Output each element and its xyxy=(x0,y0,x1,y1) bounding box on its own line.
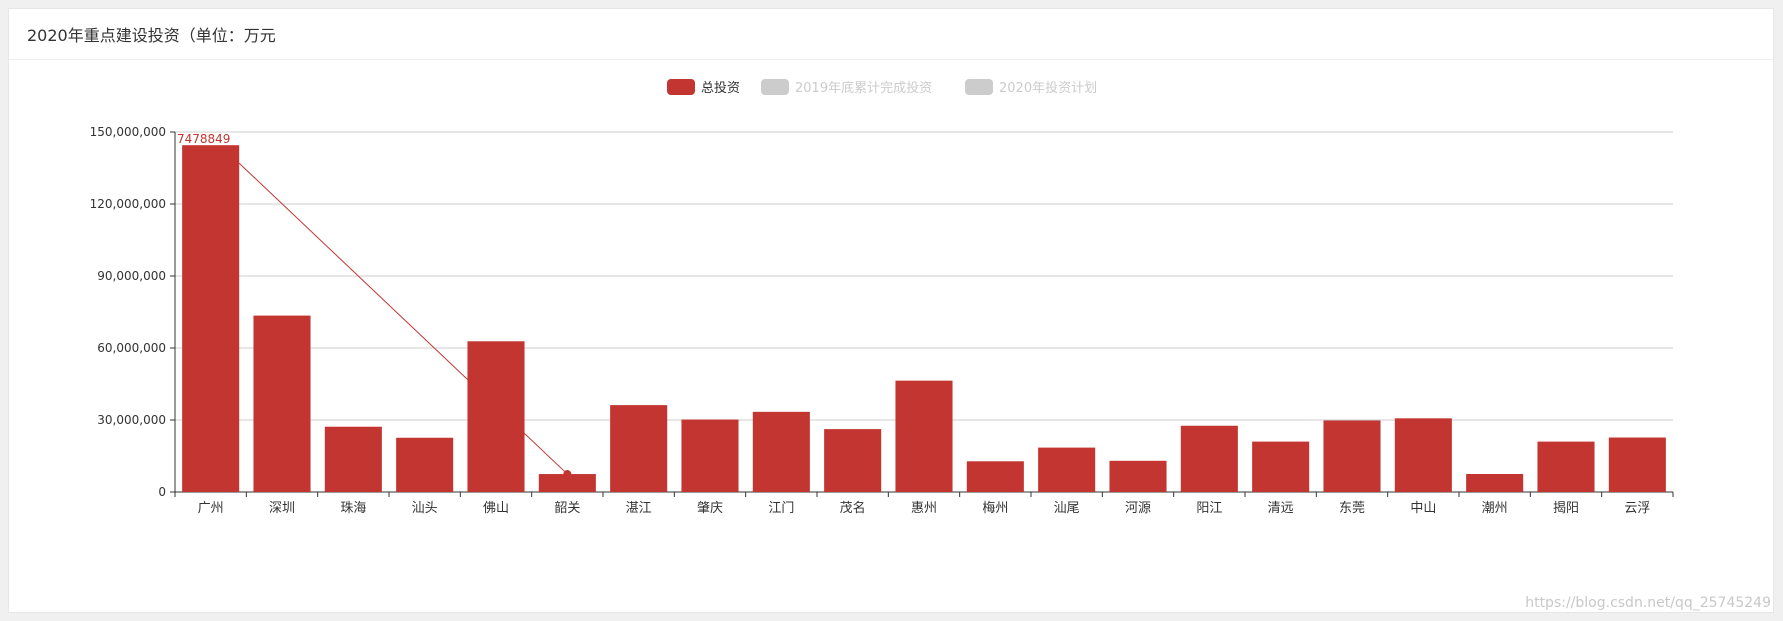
x-tick-label: 梅州 xyxy=(982,501,1008,516)
x-tick-label: 汕尾 xyxy=(1054,501,1080,516)
legend-label-0[interactable]: 总投资 xyxy=(701,80,740,96)
x-tick-label: 中山 xyxy=(1410,501,1436,516)
bar-茂名[interactable] xyxy=(824,429,882,492)
y-tick-label: 30,000,000 xyxy=(97,413,166,427)
x-tick-label: 佛山 xyxy=(483,501,509,516)
panel-header: 2020年重点建设投资（单位：万元 xyxy=(9,9,1773,60)
bar-珠海[interactable] xyxy=(324,426,382,492)
x-tick-label: 江门 xyxy=(768,501,794,516)
bar-清远[interactable] xyxy=(1252,441,1310,492)
bar-chart: 总投资 2019年底累计完成投资 2020年投资计划 0 30,000,000 60,00… xyxy=(90,79,1674,516)
x-tick-label: 珠海 xyxy=(340,501,366,516)
legend-swatch-2[interactable] xyxy=(965,79,993,95)
bar-韶关[interactable] xyxy=(538,474,596,492)
bar-肇庆[interactable] xyxy=(681,419,739,492)
bar-汕头[interactable] xyxy=(396,437,454,492)
y-tick-label: 60,000,000 xyxy=(97,341,166,355)
x-tick-label: 深圳 xyxy=(269,501,295,516)
bar-广州[interactable] xyxy=(182,145,240,492)
x-tick-label: 韶关 xyxy=(554,500,580,516)
bar-东莞[interactable] xyxy=(1323,420,1381,492)
x-tick-label: 阳江 xyxy=(1196,501,1222,516)
x-tick-label: 清远 xyxy=(1268,501,1294,516)
panel-title: 2020年重点建设投资（单位：万元 xyxy=(27,26,276,45)
x-tick-label: 广州 xyxy=(198,501,224,516)
annotation-point xyxy=(563,470,572,479)
bar-深圳[interactable] xyxy=(253,315,311,492)
bar-佛山[interactable] xyxy=(467,341,525,492)
watermark: https://blog.csdn.net/qq_25745249 xyxy=(1525,595,1771,611)
bar-梅州[interactable] xyxy=(966,461,1024,492)
x-tick-label: 汕头 xyxy=(412,501,438,516)
x-tick-label: 茂名 xyxy=(840,500,866,516)
bar-河源[interactable] xyxy=(1109,460,1167,492)
y-tick-label: 90,000,000 xyxy=(97,269,166,283)
bar-中山[interactable] xyxy=(1394,418,1452,492)
y-tick-label: 150,000,000 xyxy=(90,125,166,139)
bar-江门[interactable] xyxy=(752,411,810,492)
y-tick-label: 0 xyxy=(158,485,166,499)
x-tick-label: 惠州 xyxy=(911,501,937,516)
x-tick-label: 肇庆 xyxy=(697,501,723,516)
x-tick-label: 东莞 xyxy=(1339,501,1365,516)
bar-揭阳[interactable] xyxy=(1537,441,1595,492)
chart-panel: 2020年重点建设投资（单位：万元 总投资 2019年底累计完成投资 2020年投资… xyxy=(8,8,1774,613)
bar-云浮[interactable] xyxy=(1608,437,1666,492)
bar-阳江[interactable] xyxy=(1180,425,1238,492)
y-tick-label: 120,000,000 xyxy=(90,197,166,211)
bar-惠州[interactable] xyxy=(895,380,953,492)
annotation-line xyxy=(238,162,568,475)
x-tick-label: 河源 xyxy=(1125,501,1151,516)
bar-湛江[interactable] xyxy=(610,405,668,492)
annotation-label: 7478849 xyxy=(177,132,230,146)
bar-汕尾[interactable] xyxy=(1038,447,1096,492)
x-tick-label: 揭阳 xyxy=(1553,501,1579,516)
x-tick-label: 湛江 xyxy=(626,501,652,516)
legend-swatch-1[interactable] xyxy=(761,79,789,95)
x-tick-label: 潮州 xyxy=(1482,501,1508,516)
bar-潮州[interactable] xyxy=(1466,474,1524,492)
legend-swatch-0[interactable] xyxy=(667,79,695,95)
legend-label-1[interactable]: 2019年底累计完成投资 xyxy=(795,80,932,96)
legend-label-2[interactable]: 2020年投资计划 xyxy=(999,80,1097,96)
x-tick-label: 云浮 xyxy=(1624,501,1650,516)
